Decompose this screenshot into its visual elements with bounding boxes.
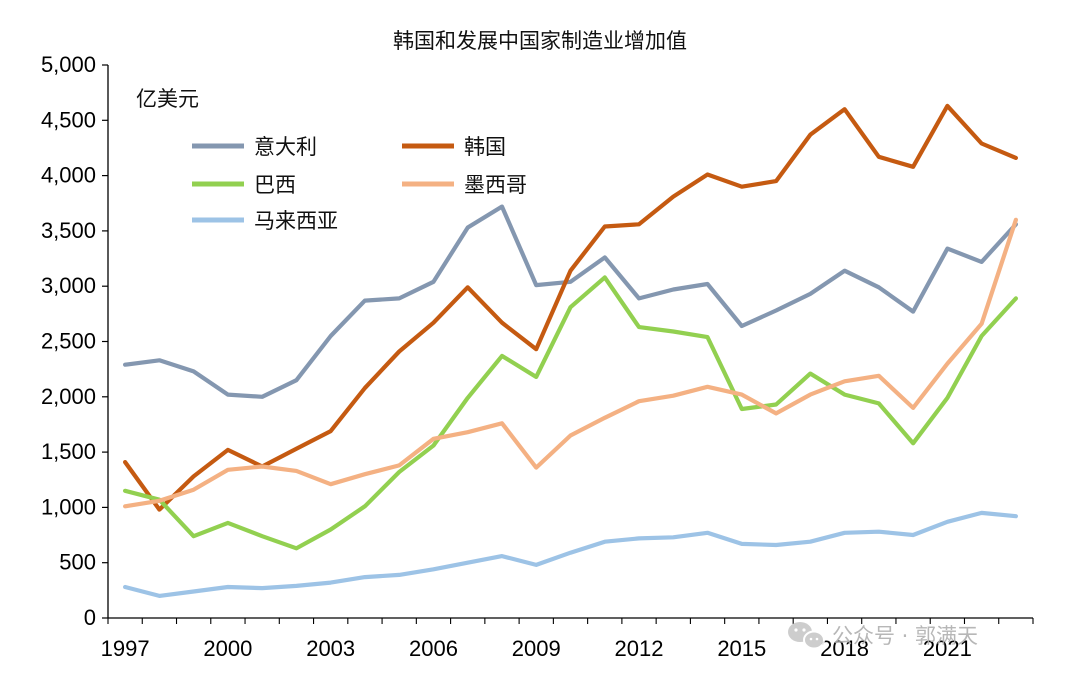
- chart-title: 韩国和发展中国家制造业增加值: [393, 29, 687, 53]
- y-tick-label: 1,000: [41, 494, 96, 519]
- watermark-text: 公众号 · 郭满天: [832, 624, 978, 648]
- y-tick-label: 4,000: [41, 163, 96, 188]
- series-line-3: [122, 275, 1019, 551]
- legend-label-1: 意大利: [254, 135, 317, 159]
- series-line-1: [122, 204, 1019, 399]
- x-tick-label: 2012: [615, 636, 664, 661]
- series-line-5: [122, 510, 1019, 599]
- unit-label: 亿美元: [136, 87, 199, 111]
- y-tick-label: 0: [84, 605, 96, 630]
- series-line-4: [122, 217, 1019, 509]
- y-tick-label: 1,500: [41, 439, 96, 464]
- y-tick-label: 3,000: [41, 273, 96, 298]
- y-tick-label: 4,500: [41, 107, 96, 132]
- x-tick-label: 2018: [820, 636, 869, 661]
- x-tick-label: 2000: [203, 636, 252, 661]
- y-tick-label: 3,500: [41, 218, 96, 243]
- legend-label-3: 巴西: [254, 173, 296, 197]
- x-tick-label: 2006: [409, 636, 458, 661]
- x-tick-label: 1997: [101, 636, 150, 661]
- y-tick-label: 2,000: [41, 384, 96, 409]
- axes: 0 500 1,000 1,500 2,000 2,500 3,000 3,500 4,000 4…: [41, 52, 1034, 661]
- legend-label-2: 韩国: [464, 135, 506, 159]
- y-tick-label: 5,000: [41, 52, 96, 77]
- x-tick-label: 2021: [923, 636, 972, 661]
- legend-label-5: 马来西亚: [254, 209, 338, 233]
- x-tick-label: 2009: [512, 636, 561, 661]
- x-tick-label: 2015: [717, 636, 766, 661]
- x-tick-label: 2003: [306, 636, 355, 661]
- y-tick-label: 2,500: [41, 329, 96, 354]
- series-line-2: [122, 103, 1019, 512]
- legend-label-4: 墨西哥: [464, 173, 527, 197]
- wechat-icon: [788, 622, 825, 650]
- y-tick-label: 500: [59, 550, 96, 575]
- series-layer: [122, 103, 1019, 599]
- watermark: 公众号 · 郭满天: [788, 622, 978, 650]
